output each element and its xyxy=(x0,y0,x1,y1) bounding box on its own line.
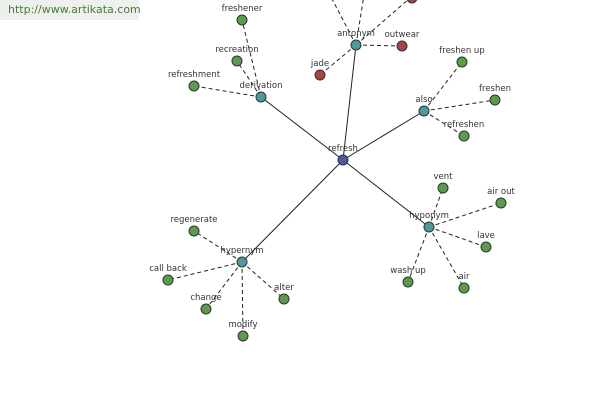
edge xyxy=(193,230,243,263)
edge xyxy=(241,159,344,263)
edge xyxy=(342,159,430,228)
node-label: call back xyxy=(149,264,187,274)
node xyxy=(255,91,267,103)
node xyxy=(495,197,507,209)
node xyxy=(200,303,212,315)
node xyxy=(402,276,414,288)
edge xyxy=(236,60,262,98)
edge xyxy=(355,44,403,47)
node xyxy=(480,241,492,253)
node-label: lave xyxy=(477,231,495,241)
node-label: antonym xyxy=(337,29,375,39)
edge xyxy=(342,110,425,161)
node xyxy=(489,94,501,106)
node xyxy=(314,69,326,81)
node-label: air out xyxy=(487,187,515,197)
node-label: freshen xyxy=(479,84,511,94)
node xyxy=(236,256,248,268)
edge xyxy=(241,261,244,337)
node-label: outwear xyxy=(385,30,420,40)
edge xyxy=(205,261,243,310)
node-label: alter xyxy=(274,283,294,293)
edge xyxy=(423,61,463,112)
edge xyxy=(260,96,344,161)
node-label: refreshen xyxy=(444,120,485,130)
node xyxy=(350,39,362,51)
node-label: freshen up xyxy=(439,46,484,56)
node xyxy=(237,330,249,342)
node-label: change xyxy=(190,293,221,303)
node-label: hypernym xyxy=(220,246,263,256)
edge xyxy=(407,226,430,283)
edge xyxy=(319,44,357,76)
node xyxy=(418,105,430,117)
edge xyxy=(355,0,364,46)
node-label: regenerate xyxy=(170,215,217,225)
node-label: refreshment xyxy=(168,70,221,80)
node-label: freshener xyxy=(222,4,263,14)
node-label: derivation xyxy=(239,81,282,91)
node-label: also xyxy=(415,95,432,105)
node-label: wash up xyxy=(390,266,425,276)
node xyxy=(458,282,470,294)
edge xyxy=(423,110,465,137)
node-label: air xyxy=(458,272,470,282)
node xyxy=(396,40,408,52)
edge xyxy=(423,99,496,112)
edge xyxy=(167,261,243,281)
node xyxy=(188,225,200,237)
edge xyxy=(428,226,487,248)
node xyxy=(458,130,470,142)
node-label: hyponym xyxy=(409,211,449,221)
offscreen-edges xyxy=(332,0,409,46)
node-offscreen xyxy=(406,0,418,4)
node xyxy=(278,293,290,305)
edge xyxy=(241,19,262,98)
node xyxy=(337,154,349,166)
node-label: recreation xyxy=(215,45,258,55)
edge xyxy=(241,261,285,300)
node-label: jade xyxy=(310,59,329,69)
edge xyxy=(355,0,409,46)
edge xyxy=(342,44,357,161)
edge xyxy=(193,85,262,98)
edge xyxy=(332,0,357,46)
edge xyxy=(428,226,465,289)
node xyxy=(188,80,200,92)
edge xyxy=(428,187,444,228)
node xyxy=(162,274,174,286)
node xyxy=(456,56,468,68)
node-label: refresh xyxy=(328,144,358,154)
node-label: vent xyxy=(434,172,454,182)
node xyxy=(236,14,248,26)
edge xyxy=(428,202,502,228)
watermark: http://www.artikata.com xyxy=(0,0,141,20)
node xyxy=(231,55,243,67)
node xyxy=(423,221,435,233)
node-label: modify xyxy=(228,320,257,330)
node xyxy=(437,182,449,194)
